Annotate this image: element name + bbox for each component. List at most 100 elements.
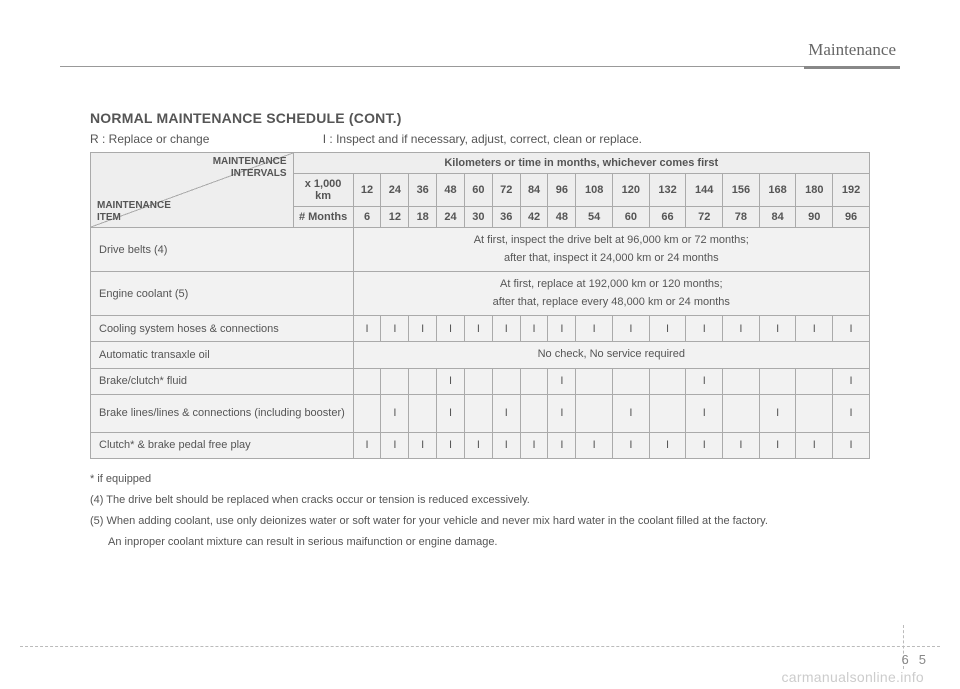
corner-bottom-label: MAINTENANCEITEM — [97, 200, 171, 224]
footnote: (5) When adding coolant, use only deioni… — [90, 511, 870, 532]
value-cell — [409, 368, 437, 394]
value-cell — [520, 368, 548, 394]
value-cell: I — [492, 432, 520, 458]
month-col: 90 — [796, 207, 833, 228]
chapter-number: 6 — [902, 652, 909, 667]
page-number-value: 5 — [919, 652, 926, 667]
value-cell — [464, 394, 492, 432]
km-col: 156 — [723, 174, 760, 207]
value-cell: I — [437, 368, 465, 394]
value-cell: I — [464, 432, 492, 458]
value-cell: I — [353, 432, 381, 458]
corner-top-label: MAINTENANCEINTERVALS — [213, 156, 287, 180]
value-cell: I — [723, 316, 760, 342]
value-cell: I — [381, 394, 409, 432]
value-cell: I — [576, 316, 613, 342]
km-col: 84 — [520, 174, 548, 207]
value-cell: I — [353, 316, 381, 342]
month-col: 78 — [723, 207, 760, 228]
month-col: 24 — [437, 207, 465, 228]
item-cell: Automatic transaxle oil — [91, 342, 354, 369]
footnotes: * if equipped (4) The drive belt should … — [90, 469, 870, 553]
km-col: 12 — [353, 174, 381, 207]
page-number: 6 5 — [902, 652, 926, 667]
value-cell — [409, 394, 437, 432]
value-cell: I — [409, 316, 437, 342]
month-col: 84 — [759, 207, 796, 228]
legend-i: I : Inspect and if necessary, adjust, co… — [323, 132, 642, 146]
value-cell — [796, 368, 833, 394]
table-head: MAINTENANCEINTERVALS MAINTENANCEITEM Kil… — [91, 153, 870, 228]
value-cell: I — [492, 394, 520, 432]
km-col: 60 — [464, 174, 492, 207]
table-row: Clutch* & brake pedal free playIIIIIIIII… — [91, 432, 870, 458]
value-cell: I — [613, 394, 650, 432]
value-cell — [353, 368, 381, 394]
top-rule — [60, 66, 900, 67]
value-cell: I — [548, 432, 576, 458]
month-col: 12 — [381, 207, 409, 228]
km-col: 180 — [796, 174, 833, 207]
value-cell: I — [759, 432, 796, 458]
table-row: Brake lines/lines & connections (includi… — [91, 394, 870, 432]
banner-title: Kilometers or time in months, whichever … — [293, 153, 869, 174]
table-row: Automatic transaxle oilNo check, No serv… — [91, 342, 870, 369]
table-row: Cooling system hoses & connectionsIIIIII… — [91, 316, 870, 342]
table-row: Engine coolant (5)At first, replace at 1… — [91, 272, 870, 316]
value-cell: I — [464, 316, 492, 342]
item-cell: Cooling system hoses & connections — [91, 316, 354, 342]
months-label: # Months — [293, 207, 353, 228]
value-cell: I — [437, 432, 465, 458]
km-col: 192 — [833, 174, 870, 207]
value-cell — [723, 394, 760, 432]
value-cell — [381, 368, 409, 394]
value-cell: I — [576, 432, 613, 458]
section-label: Maintenance — [804, 40, 900, 69]
value-cell: I — [381, 432, 409, 458]
maintenance-table: MAINTENANCEINTERVALS MAINTENANCEITEM Kil… — [90, 152, 870, 459]
corner-cell: MAINTENANCEINTERVALS MAINTENANCEITEM — [91, 153, 294, 228]
item-cell: Clutch* & brake pedal free play — [91, 432, 354, 458]
value-cell: I — [548, 316, 576, 342]
page: Maintenance NORMAL MAINTENANCE SCHEDULE … — [0, 0, 960, 689]
value-cell: I — [833, 394, 870, 432]
month-col: 66 — [649, 207, 686, 228]
value-cell: I — [649, 316, 686, 342]
value-cell — [353, 394, 381, 432]
span-cell: No check, No service required — [353, 342, 869, 369]
content-area: NORMAL MAINTENANCE SCHEDULE (CONT.) R : … — [90, 110, 870, 553]
month-col: 42 — [520, 207, 548, 228]
value-cell: I — [833, 368, 870, 394]
km-col: 120 — [613, 174, 650, 207]
value-cell: I — [548, 394, 576, 432]
span-cell: At first, inspect the drive belt at 96,0… — [353, 228, 869, 272]
month-col: 30 — [464, 207, 492, 228]
item-cell: Engine coolant (5) — [91, 272, 354, 316]
table-body: Drive belts (4)At first, inspect the dri… — [91, 228, 870, 459]
value-cell — [759, 368, 796, 394]
month-col: 54 — [576, 207, 613, 228]
month-col: 72 — [686, 207, 723, 228]
month-col: 48 — [548, 207, 576, 228]
km-col: 108 — [576, 174, 613, 207]
footnote: An inproper coolant mixture can result i… — [90, 532, 870, 553]
value-cell: I — [613, 432, 650, 458]
km-col: 24 — [381, 174, 409, 207]
value-cell: I — [686, 394, 723, 432]
value-cell: I — [437, 316, 465, 342]
month-col: 18 — [409, 207, 437, 228]
value-cell: I — [409, 432, 437, 458]
value-cell — [520, 394, 548, 432]
table-row: Brake/clutch* fluidIIII — [91, 368, 870, 394]
table-row: Drive belts (4)At first, inspect the dri… — [91, 228, 870, 272]
span-cell: At first, replace at 192,000 km or 120 m… — [353, 272, 869, 316]
value-cell: I — [723, 432, 760, 458]
month-col: 36 — [492, 207, 520, 228]
km-col: 96 — [548, 174, 576, 207]
watermark: carmanualsonline.info — [782, 669, 925, 685]
value-cell: I — [548, 368, 576, 394]
value-cell: I — [759, 316, 796, 342]
footnote: * if equipped — [90, 469, 870, 490]
value-cell: I — [686, 316, 723, 342]
footnote: (4) The drive belt should be replaced wh… — [90, 490, 870, 511]
